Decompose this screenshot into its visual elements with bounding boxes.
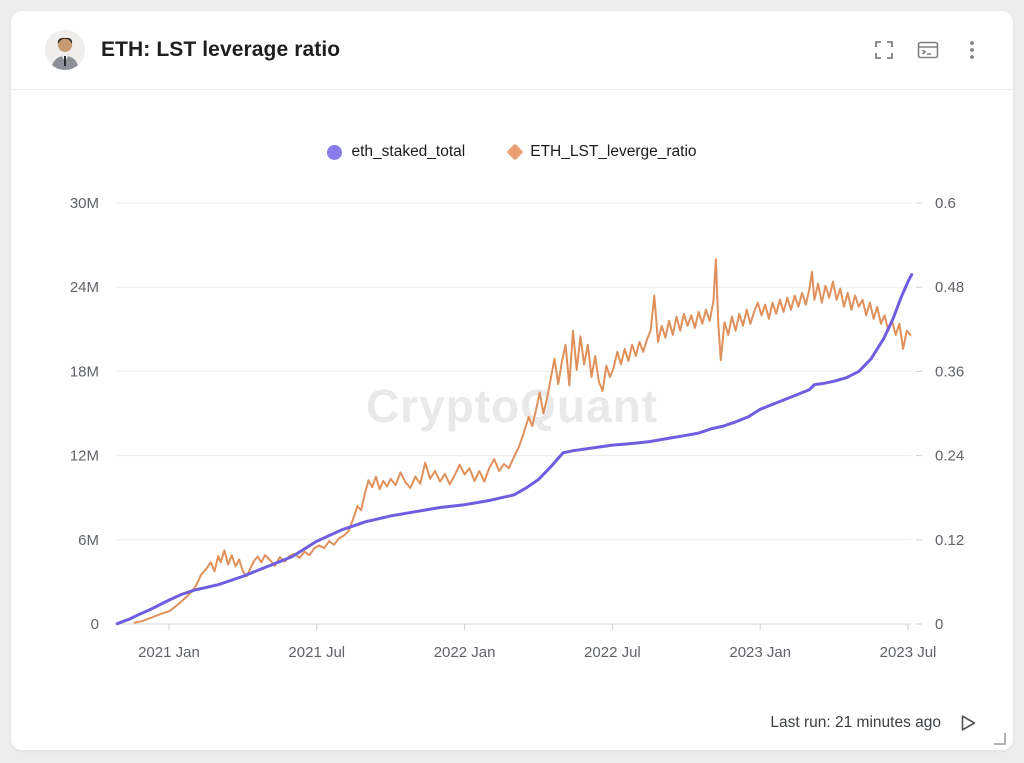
left-axis-tick-label: 24M xyxy=(70,279,99,296)
x-axis-tick-label: 2022 Jul xyxy=(584,644,641,661)
legend-label: ETH_LST_leverge_ratio xyxy=(530,143,697,160)
left-axis-tick-label: 0 xyxy=(91,616,99,633)
kebab-menu-icon xyxy=(970,41,974,59)
series-line-eth_staked_total xyxy=(115,273,914,626)
fullscreen-icon xyxy=(875,41,893,59)
x-axis-tick-label: 2023 Jul xyxy=(880,644,937,661)
widget-header: ETH: LST leverage ratio xyxy=(11,11,1013,90)
page-title: ETH: LST leverage ratio xyxy=(101,38,341,61)
header-actions xyxy=(869,35,987,65)
terminal-button[interactable] xyxy=(913,35,943,65)
left-axis-tick-label: 30M xyxy=(70,195,99,212)
fullscreen-button[interactable] xyxy=(869,35,899,65)
chart-widget-card: ETH: LST leverage ratio xyxy=(10,10,1014,751)
avatar[interactable] xyxy=(45,30,85,70)
series-line-ETH_LST_leverge_ratio xyxy=(133,258,912,624)
x-axis-tick-label: 2021 Jan xyxy=(138,644,200,661)
x-axis-tick-label: 2021 Jul xyxy=(288,644,345,661)
cryptoquant-watermark: CryptoQuant xyxy=(365,380,659,432)
left-axis-tick-label: 18M xyxy=(70,363,99,380)
right-axis-tick-label: 0.48 xyxy=(935,279,964,296)
terminal-icon xyxy=(917,41,939,59)
more-options-button[interactable] xyxy=(957,35,987,65)
right-axis-tick-label: 0.36 xyxy=(935,363,964,380)
left-axis-tick-label: 12M xyxy=(70,448,99,465)
resize-handle[interactable] xyxy=(992,731,1007,746)
legend-label: eth_staked_total xyxy=(351,143,466,160)
x-axis-tick-label: 2022 Jan xyxy=(434,644,496,661)
left-axis-tick-label: 6M xyxy=(78,532,99,549)
widget-footer: Last run: 21 minutes ago xyxy=(770,708,983,738)
right-axis-tick-label: 0 xyxy=(935,616,943,633)
last-run-status: Last run: 21 minutes ago xyxy=(770,714,941,731)
play-icon xyxy=(961,715,976,731)
right-axis-tick-label: 0.24 xyxy=(935,448,964,465)
run-query-button[interactable] xyxy=(953,708,983,738)
right-axis-tick-label: 0.6 xyxy=(935,195,956,212)
right-axis-tick-label: 0.12 xyxy=(935,532,964,549)
chart-legend: eth_staked_total ETH_LST_leverge_ratio xyxy=(11,143,1013,161)
person-avatar-illustration xyxy=(45,30,85,70)
legend-item-eth-lst-leverge-ratio[interactable]: ETH_LST_leverge_ratio xyxy=(506,143,697,161)
chart-plot-area[interactable]: 0 0 6M 0.12 12M 0.24 18M 0.36 24M 0.48 30M 0.6 2021 … xyxy=(11,111,1015,681)
legend-item-eth-staked-total[interactable]: eth_staked_total xyxy=(327,143,465,161)
legend-circle-marker xyxy=(327,144,343,160)
x-axis-tick-label: 2023 Jan xyxy=(729,644,791,661)
